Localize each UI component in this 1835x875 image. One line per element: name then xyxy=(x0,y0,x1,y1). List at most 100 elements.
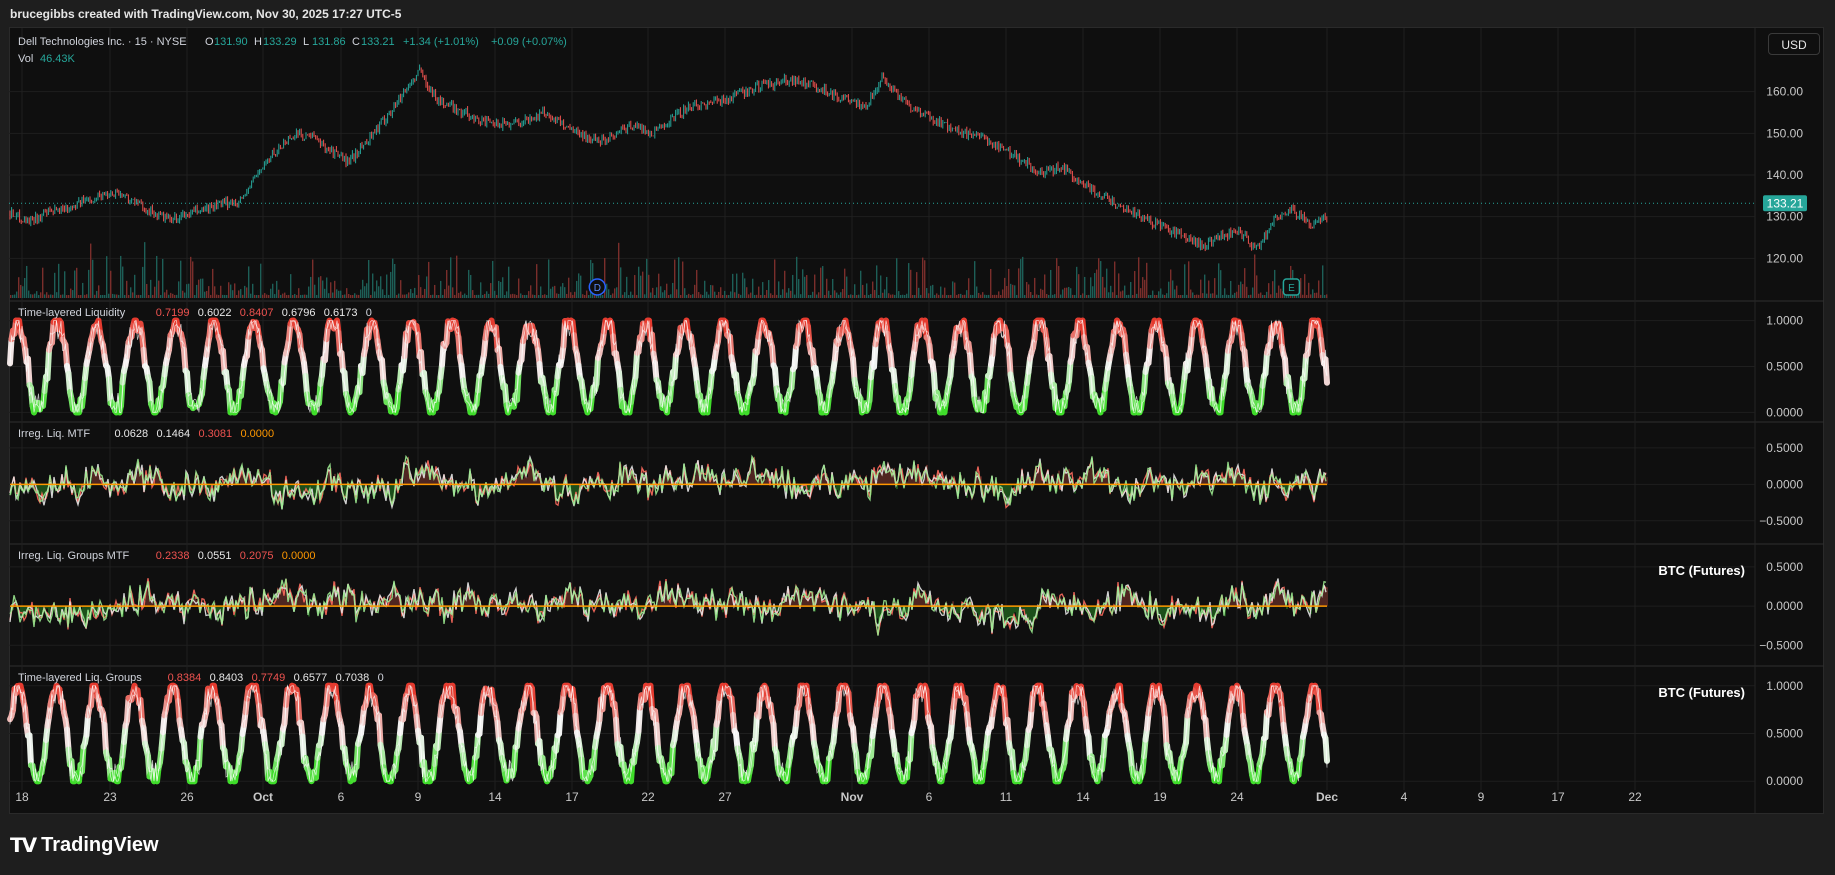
osc-area xyxy=(384,484,386,487)
volume-bar xyxy=(1170,269,1172,298)
tradingview-logo[interactable]: 𝗧𝗩 TradingView xyxy=(10,832,159,858)
osc-area xyxy=(426,466,428,485)
volume-bar xyxy=(652,287,654,298)
volume-bar xyxy=(712,285,714,298)
volume-bar xyxy=(762,282,764,298)
osc-area xyxy=(28,606,30,611)
volume-bar xyxy=(994,294,996,298)
volume-bar xyxy=(782,289,784,298)
osc-area xyxy=(38,484,40,497)
volume-bar xyxy=(672,282,674,298)
osc-area xyxy=(354,484,356,488)
osc-area xyxy=(434,598,436,607)
volume-bar xyxy=(1044,274,1046,298)
osc-area xyxy=(834,601,836,607)
volume-bar xyxy=(1300,278,1302,298)
event-marker-label: E xyxy=(1288,283,1295,294)
chart-frame[interactable] xyxy=(9,27,1824,814)
osc-area xyxy=(764,478,766,485)
volume-bar xyxy=(84,294,86,298)
osc-area xyxy=(658,597,660,607)
osc-area xyxy=(1126,584,1128,607)
osc-area xyxy=(758,479,760,485)
osc-area xyxy=(88,606,90,615)
volume-bar xyxy=(448,285,450,298)
volume-bar xyxy=(858,294,860,298)
volume-bar xyxy=(1106,268,1108,298)
volume-bar xyxy=(298,288,300,298)
volume-bar xyxy=(116,294,118,298)
volume-bar xyxy=(1150,294,1152,298)
volume-bar xyxy=(680,294,682,298)
osc-area xyxy=(58,606,60,618)
volume-bar xyxy=(794,294,796,298)
volume-bar xyxy=(640,275,642,298)
volume-bar xyxy=(898,291,900,298)
indicator-value: 0.3081 xyxy=(199,428,233,440)
volume-bar xyxy=(1270,294,1272,298)
osc-area xyxy=(56,484,58,488)
volume-bar xyxy=(266,294,268,298)
volume-bar xyxy=(998,291,1000,298)
osc-area xyxy=(990,484,992,490)
osc-area xyxy=(638,606,640,614)
currency-button[interactable]: USD xyxy=(1768,33,1820,55)
volume-bars xyxy=(10,242,1328,298)
osc-area xyxy=(492,599,494,607)
volume-bar xyxy=(718,291,720,298)
osc-area xyxy=(328,600,330,607)
osc-area xyxy=(76,606,78,615)
osc-area xyxy=(392,484,394,503)
osc-area xyxy=(420,589,422,607)
volume-bar xyxy=(792,274,794,298)
osc-area xyxy=(128,474,130,485)
osc-area xyxy=(96,471,98,485)
volume-bar xyxy=(1188,261,1190,298)
osc-area xyxy=(1042,593,1044,607)
volume-bar xyxy=(1196,294,1198,298)
volume-bar xyxy=(542,294,544,298)
osc-area xyxy=(1206,472,1208,485)
volume-bar xyxy=(428,261,430,298)
volume-bar xyxy=(1140,288,1142,298)
osc-area xyxy=(174,484,176,487)
x-tick-label: Nov xyxy=(841,790,864,804)
osc-area xyxy=(882,472,884,485)
indicator-value: 0.6022 xyxy=(198,307,232,319)
volume-bar xyxy=(300,294,302,298)
osc-area xyxy=(1242,478,1244,485)
volume-bar xyxy=(664,290,666,298)
volume-bar xyxy=(812,291,814,298)
volume-bar xyxy=(518,278,520,298)
osc-area xyxy=(70,481,72,485)
osc-area xyxy=(1120,484,1122,488)
osc-area xyxy=(446,606,448,608)
osc-area xyxy=(924,476,926,485)
osc-area xyxy=(306,484,308,492)
osc-area xyxy=(76,484,78,494)
volume-bar xyxy=(778,281,780,298)
osc-area xyxy=(350,587,352,607)
ohlc-value: 131.86 xyxy=(312,36,346,48)
osc-area xyxy=(1002,484,1004,493)
osc-area xyxy=(1008,606,1010,617)
osc-area xyxy=(402,606,404,617)
volume-bar xyxy=(770,293,772,298)
osc-area xyxy=(810,593,812,607)
volume-bar xyxy=(1018,268,1020,298)
volume-bar xyxy=(968,278,970,298)
volume-bar xyxy=(944,287,946,298)
volume-bar xyxy=(1212,293,1214,298)
osc-area xyxy=(806,484,808,489)
volume-bar xyxy=(398,293,400,298)
earnings-marker-icon xyxy=(1282,278,1301,296)
osc-area xyxy=(1212,606,1214,623)
osc-area xyxy=(320,484,322,499)
volume-bar xyxy=(826,278,828,298)
volume-bar xyxy=(916,272,918,298)
volume-bar xyxy=(1008,268,1010,298)
osc-area xyxy=(928,599,930,607)
osc-area xyxy=(842,604,844,607)
osc-area xyxy=(96,606,98,617)
